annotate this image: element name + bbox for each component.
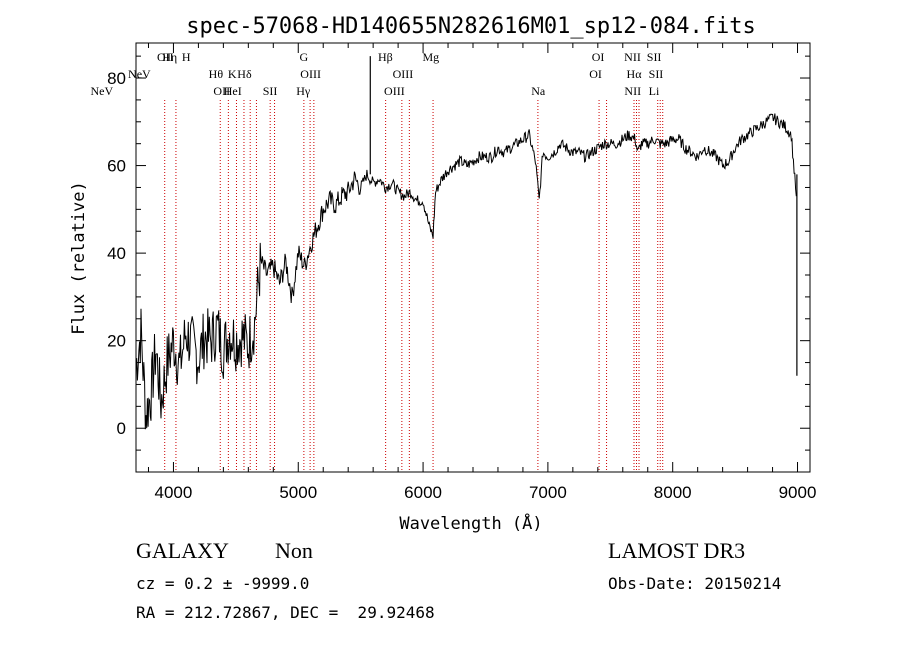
redshift-cz: cz = 0.2 ± -9999.0: [136, 574, 310, 593]
spectral-line-label: H: [182, 50, 191, 64]
spectral-line-label: SII: [263, 84, 278, 98]
x-axis-ticks: 4000 5000 6000 7000 8000 9000: [147, 43, 817, 502]
object-class: GALAXY: [136, 538, 229, 563]
spectral-line-label: SII: [647, 50, 662, 64]
x-tick-label: 7000: [529, 483, 567, 502]
spectral-line-label: NeV: [90, 84, 113, 98]
y-tick-label: 60: [107, 157, 126, 176]
x-tick-label: 8000: [654, 483, 692, 502]
y-tick-label: 20: [107, 332, 126, 351]
spectral-line-label: SII: [649, 67, 664, 81]
spectral-line-label: Li: [649, 84, 660, 98]
survey-name: LAMOST DR3: [608, 538, 746, 563]
spectral-line-label: OI: [592, 50, 605, 64]
spectral-line-label: K: [228, 67, 237, 81]
spectral-line-label: OII: [157, 50, 174, 64]
marker-lines: [164, 100, 664, 472]
spectral-line-label: OII: [213, 84, 230, 98]
x-axis-label: Wavelength (Å): [399, 512, 542, 534]
spectral-line-label: Hβ: [378, 50, 393, 64]
y-axis-ticks: 0 20 40 60 80: [107, 55, 810, 473]
spectral-line-label: Hα: [627, 67, 643, 81]
spectral-line-label: Hθ: [209, 67, 224, 81]
chart-title: spec-57068-HD140655N282616M01_sp12-084.f…: [186, 14, 756, 39]
x-tick-label: 6000: [404, 483, 442, 502]
y-tick-label: 40: [107, 244, 126, 263]
spectral-line-label: NII: [624, 84, 641, 98]
x-tick-label: 9000: [779, 483, 817, 502]
spikes: [369, 56, 798, 376]
spectral-line-label: Hδ: [237, 67, 252, 81]
x-tick-label: 4000: [155, 483, 193, 502]
y-axis-label: Flux (relative): [69, 181, 89, 335]
spectral-line-label: NeV: [128, 67, 151, 81]
spectral-line-label: Mg: [422, 50, 439, 64]
plot-frame: [135, 42, 811, 473]
observation-date: Obs-Date: 20150214: [608, 574, 782, 593]
spectral-line-label: NII: [624, 50, 641, 64]
spectral-line-label: OIII: [300, 67, 321, 81]
spectral-line-label: Hγ: [296, 84, 311, 98]
coordinates: RA = 212.72867, DEC = 29.92468: [136, 603, 435, 622]
spectral-line-label: OIII: [393, 67, 414, 81]
spectral-line-label: Na: [531, 84, 546, 98]
spectrum-line: [135, 113, 797, 430]
spectral-line-label: HeI: [224, 84, 242, 98]
spectral-line-label: G: [300, 50, 309, 64]
spectral-line-label: Hη: [162, 50, 177, 64]
object-subclass: Non: [275, 538, 313, 563]
x-tick-label: 5000: [279, 483, 317, 502]
spectral-line-label: OIII: [384, 84, 405, 98]
y-tick-label: 80: [107, 69, 126, 88]
y-tick-label: 0: [117, 419, 126, 438]
spectral-line-label: OI: [589, 67, 602, 81]
